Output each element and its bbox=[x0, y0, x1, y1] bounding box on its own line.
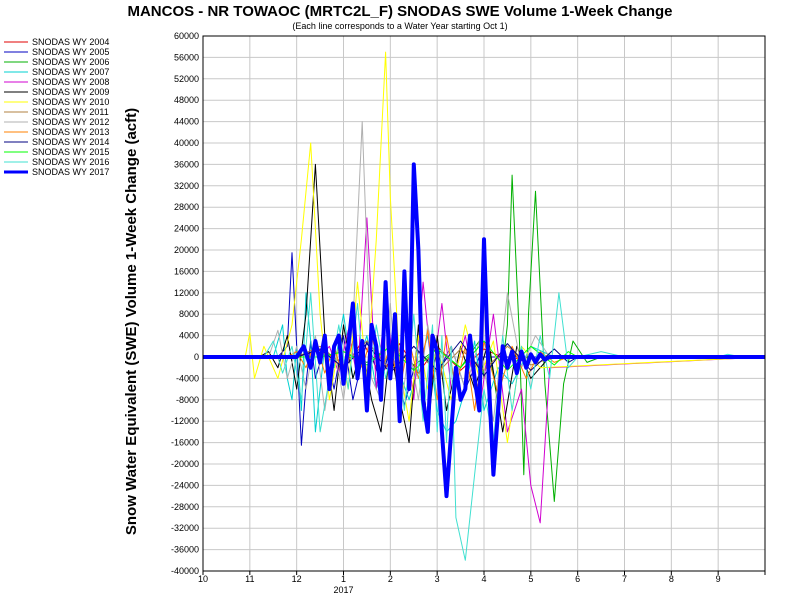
y-tick-label: -20000 bbox=[171, 459, 199, 469]
legend-label: SNODAS WY 2011 bbox=[32, 107, 109, 117]
x-tick-labels: 10 11 12 1 2 3 4 5 6 7 8 9 bbox=[198, 574, 721, 584]
y-tick-label: -28000 bbox=[171, 502, 199, 512]
legend-label: SNODAS WY 2010 bbox=[32, 97, 109, 107]
y-tick-label: -32000 bbox=[171, 523, 199, 533]
x-tick-label: 9 bbox=[716, 574, 721, 584]
x-tick-label: 3 bbox=[435, 574, 440, 584]
y-tick-label: -12000 bbox=[171, 416, 199, 426]
y-tick-label: 28000 bbox=[174, 202, 199, 212]
series-line bbox=[203, 162, 765, 499]
y-tick-label: 8000 bbox=[179, 309, 199, 319]
x-tick-label: 6 bbox=[575, 574, 580, 584]
series-line bbox=[203, 121, 765, 422]
y-tick-label: 24000 bbox=[174, 224, 199, 234]
series-line bbox=[203, 163, 765, 444]
y-tick-label: -24000 bbox=[171, 480, 199, 490]
y-tick-label: 0 bbox=[194, 352, 199, 362]
chart-subtitle: (Each line corresponds to a Water Year s… bbox=[292, 21, 507, 31]
legend-label: SNODAS WY 2014 bbox=[32, 137, 109, 147]
x-tick-label: 11 bbox=[245, 574, 254, 584]
y-tick-label: -16000 bbox=[171, 438, 199, 448]
y-tick-label: 20000 bbox=[174, 245, 199, 255]
y-tick-label: 44000 bbox=[174, 117, 199, 127]
y-tick-label: -8000 bbox=[176, 395, 199, 405]
y-tick-label: 32000 bbox=[174, 181, 199, 191]
y-tick-label: 16000 bbox=[174, 266, 199, 276]
legend-label: SNODAS WY 2015 bbox=[32, 147, 109, 157]
x-tick-label: 2 bbox=[388, 574, 393, 584]
plot-frame bbox=[202, 35, 766, 572]
chart-title: MANCOS - NR TOWAOC (MRTC2L_F) SNODAS SWE… bbox=[127, 3, 672, 20]
x-tick-label: 10 bbox=[198, 574, 208, 584]
y-tick-label: -36000 bbox=[171, 545, 199, 555]
x-tick-label: 7 bbox=[622, 574, 627, 584]
year-label: 2017 bbox=[333, 585, 353, 595]
x-tick-label: 8 bbox=[669, 574, 674, 584]
legend-label: SNODAS WY 2013 bbox=[32, 127, 109, 137]
legend-label: SNODAS WY 2016 bbox=[32, 157, 109, 167]
y-tick-label: 12000 bbox=[174, 288, 199, 298]
legend-label: SNODAS WY 2007 bbox=[32, 67, 109, 77]
y-tick-label: -4000 bbox=[176, 373, 199, 383]
y-tick-label: 60000 bbox=[174, 31, 199, 41]
x-tick-label: 4 bbox=[481, 574, 486, 584]
x-tick-label: 5 bbox=[528, 574, 533, 584]
legend-label: SNODAS WY 2012 bbox=[32, 117, 109, 127]
y-tick-label: 4000 bbox=[179, 331, 199, 341]
legend-label: SNODAS WY 2004 bbox=[32, 37, 109, 47]
y-axis-label: Snow Water Equivalent (SWE) Volume 1-Wee… bbox=[123, 108, 140, 535]
legend-label: SNODAS WY 2009 bbox=[32, 87, 109, 97]
legend-label: SNODAS WY 2005 bbox=[32, 47, 109, 57]
y-tick-label: -40000 bbox=[171, 566, 199, 576]
x-tick-label: 12 bbox=[292, 574, 302, 584]
legend-label: SNODAS WY 2017 bbox=[32, 167, 109, 177]
legend-label: SNODAS WY 2006 bbox=[32, 57, 109, 67]
series-group bbox=[203, 51, 766, 561]
y-tick-label: 56000 bbox=[174, 52, 199, 62]
y-tick-label: 40000 bbox=[174, 138, 199, 148]
y-tick-label: 48000 bbox=[174, 95, 199, 105]
x-tick-label: 1 bbox=[341, 574, 346, 584]
series-line bbox=[203, 292, 765, 561]
y-tick-labels: 6000056000520004800044000400003600032000… bbox=[171, 31, 199, 576]
y-tick-label: 36000 bbox=[174, 159, 199, 169]
y-tick-label: 52000 bbox=[174, 74, 199, 84]
legend-label: SNODAS WY 2008 bbox=[32, 77, 109, 87]
